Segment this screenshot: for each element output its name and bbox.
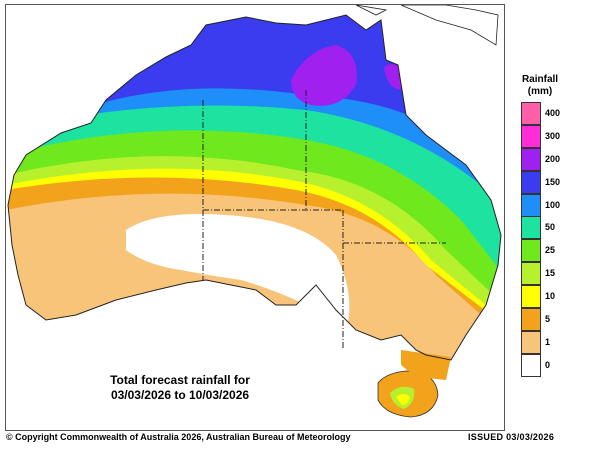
- tasmania: [377, 370, 439, 418]
- legend-swatch: [521, 330, 541, 354]
- rainfall-legend: Rainfall (mm) 400 300 200 150 100 50 25 15 10 5 1 0: [519, 74, 561, 377]
- legend-item: 5: [519, 308, 561, 332]
- legend-label: 15: [545, 268, 556, 279]
- legend-item: 200: [519, 147, 561, 171]
- legend-swatch: [521, 170, 541, 194]
- legend-swatch: [521, 216, 541, 240]
- map-caption: Total forecast rainfall for 03/03/2026 t…: [60, 373, 300, 403]
- legend-units: (mm): [527, 86, 553, 97]
- copyright-text: © Copyright Commonwealth of Australia 20…: [6, 432, 351, 442]
- legend-label: 300: [545, 130, 561, 141]
- legend-label: 0: [545, 359, 551, 370]
- rainfall-map: [5, 4, 505, 431]
- legend-item: 100: [519, 193, 561, 217]
- legend-item: 25: [519, 239, 561, 263]
- caption-line-2: 03/03/2026 to 10/03/2026: [110, 388, 250, 402]
- legend-title: Rainfall: [521, 74, 559, 85]
- rainfall-map-svg: [7, 5, 502, 418]
- state-borders: [202, 90, 446, 350]
- legend-item: 0: [519, 353, 561, 377]
- legend-label: 150: [545, 176, 561, 187]
- legend-swatch: [521, 124, 541, 148]
- legend-label: 100: [545, 199, 561, 210]
- issued-date: ISSUED 03/03/2026: [468, 432, 555, 442]
- legend-label: 400: [545, 108, 561, 118]
- legend-label: 10: [545, 291, 556, 302]
- legend-label: 5: [545, 314, 551, 325]
- legend-swatch: [521, 285, 541, 309]
- legend-item: 400: [519, 102, 561, 125]
- legend-item: 1: [519, 330, 561, 354]
- legend-label: 1: [545, 336, 551, 347]
- legend-swatch: [521, 308, 541, 332]
- legend-item: 300: [519, 124, 561, 148]
- legend-swatch: [521, 193, 541, 217]
- legend-swatch: [521, 147, 541, 171]
- legend-item: 150: [519, 170, 561, 194]
- legend-label: 25: [545, 245, 556, 256]
- legend-swatch: [521, 353, 541, 377]
- legend-swatch: [521, 102, 541, 125]
- legend-label: 50: [545, 222, 556, 233]
- caption-line-1: Total forecast rainfall for: [110, 373, 250, 387]
- legend-swatch: [521, 239, 541, 263]
- legend-item: 15: [519, 262, 561, 286]
- legend-swatch: [521, 262, 541, 286]
- legend-item: 50: [519, 216, 561, 240]
- legend-label: 200: [545, 153, 561, 164]
- legend-item: 10: [519, 285, 561, 309]
- new-guinea: [355, 5, 499, 46]
- legend-rows: 400 300 200 150 100 50 25 15 10 5 1 0: [519, 102, 561, 377]
